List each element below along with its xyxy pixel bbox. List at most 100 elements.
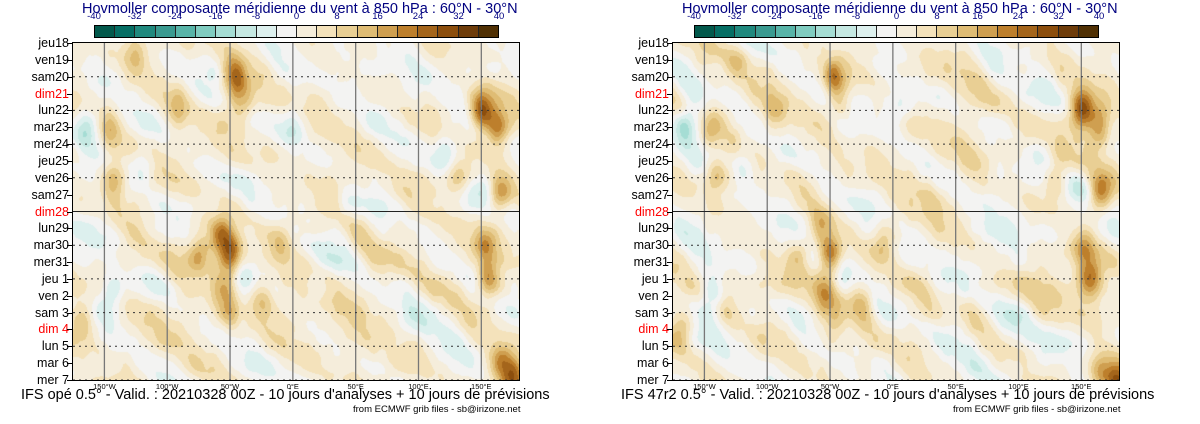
y-tick-mark [667, 144, 672, 146]
y-tick-mark [67, 76, 72, 78]
y-tick-label: mar23 [33, 120, 69, 135]
y-tick-mark [667, 329, 672, 331]
y-tick-label: mar30 [33, 238, 69, 253]
colorbar-swatch [695, 26, 716, 37]
y-tick-mark [667, 262, 672, 264]
hovmoller-plot [672, 42, 1120, 381]
x-tick-label: 0°E [286, 382, 299, 391]
y-tick-label: dim21 [34, 86, 69, 101]
colorbar-tick-label: 32 [1053, 11, 1064, 22]
y-tick-mark [667, 211, 672, 213]
colorbar-tick-label: -32 [727, 11, 742, 22]
colorbar-swatch [856, 26, 877, 37]
y-tick-mark [67, 228, 72, 230]
y-tick-label: ven 2 [38, 288, 69, 303]
colorbar-tick-labels: -40 -32 -24 -16 -8 0 8 16 24 32 40 [600, 11, 1200, 23]
y-tick-label: jeu25 [38, 153, 69, 168]
colorbar-tick-label: 16 [372, 11, 383, 22]
y-tick-label: jeu18 [38, 36, 69, 50]
colorbar-swatch [937, 26, 958, 37]
colorbar-tick-label: 40 [1093, 11, 1105, 22]
colorbar-swatch [377, 26, 399, 37]
y-tick-mark [67, 329, 72, 331]
y-tick-label: mar30 [633, 238, 669, 253]
x-tick-label: 100°W [755, 382, 779, 391]
y-tick-label: sam20 [31, 69, 69, 84]
colorbar-swatch [977, 26, 999, 37]
y-tick-label: lun22 [38, 103, 69, 118]
colorbar-tick-label: 40 [493, 11, 505, 22]
colorbar-swatch [276, 26, 298, 37]
colorbar-swatch [95, 26, 116, 37]
y-tick-label: ven19 [34, 52, 69, 67]
colorbar-swatch [755, 26, 776, 37]
y-tick-mark [67, 262, 72, 264]
y-tick-mark [67, 211, 72, 213]
y-tick-mark [67, 43, 72, 44]
x-tick-label: 50°W [820, 382, 840, 391]
colorbar-swatch [256, 26, 277, 37]
y-tick-label: lun29 [638, 221, 669, 236]
colorbar-tick-labels: -40 -32 -24 -16 -8 0 8 16 24 32 40 [0, 11, 600, 23]
y-tick-label: sam27 [631, 187, 669, 202]
colorbar-swatch [478, 26, 499, 37]
colorbar [694, 25, 1099, 38]
y-tick-mark [667, 43, 672, 44]
colorbar-swatch [1038, 26, 1059, 37]
y-tick-mark [67, 312, 72, 314]
y-tick-mark [67, 144, 72, 146]
y-tick-mark [67, 295, 72, 297]
colorbar-swatch [317, 26, 338, 37]
y-tick-mark [67, 245, 72, 247]
y-tick-label: ven19 [634, 52, 669, 67]
colorbar-tick-label: -8 [851, 11, 861, 22]
grid-overlay [73, 43, 519, 380]
colorbar [94, 25, 499, 38]
x-tick-label: 150°W [93, 382, 116, 391]
colorbar-tick-label: -8 [251, 11, 261, 22]
y-tick-mark [667, 93, 672, 95]
x-tick-label: 50°E [347, 382, 364, 391]
colorbar-tick-label: 32 [453, 11, 464, 22]
colorbar-swatch [155, 26, 176, 37]
chart-title-text: Hovmoller composante méridienne du vent … [682, 1, 1118, 17]
y-tick-mark [667, 228, 672, 230]
y-tick-mark [667, 363, 672, 365]
y-tick-label: mar23 [633, 120, 669, 135]
y-tick-label: dim28 [634, 204, 669, 219]
y-tick-label: mer31 [33, 255, 69, 270]
colorbar-swatch [1058, 26, 1079, 37]
y-tick-label: jeu25 [638, 153, 669, 168]
colorbar-tick-label: 8 [934, 11, 940, 22]
y-tick-label: mer 7 [37, 373, 69, 387]
colorbar-swatch [897, 26, 918, 37]
y-tick-mark [67, 380, 72, 381]
colorbar-tick-label: -24 [168, 11, 182, 22]
colorbar-tick-label: 0 [293, 11, 300, 22]
y-tick-mark [67, 194, 72, 196]
y-tick-mark [667, 346, 672, 348]
colorbar-tick-label: -16 [808, 11, 823, 22]
colorbar-swatch [216, 26, 237, 37]
x-tick-label: 150°E [471, 382, 492, 391]
colorbar-swatch [398, 26, 419, 37]
y-tick-mark [667, 127, 672, 129]
y-tick-label: jeu18 [638, 36, 669, 50]
colorbar-tick-label: 24 [412, 11, 424, 22]
colorbar-swatch [1018, 26, 1039, 37]
y-tick-label: dim 4 [638, 322, 669, 337]
colorbar-tick-label: -32 [127, 11, 142, 22]
colorbar-swatch [775, 26, 797, 37]
y-tick-label: sam 3 [34, 305, 69, 320]
y-tick-label: lun 5 [641, 339, 669, 354]
x-tick-label: 50°W [220, 382, 240, 391]
colorbar-tick-label: -16 [208, 11, 223, 22]
colorbar-swatch [876, 26, 898, 37]
colorbar-swatch [715, 26, 736, 37]
y-tick-mark [67, 59, 72, 61]
chart-title-text: Hovmoller composante méridienne du vent … [82, 1, 518, 17]
x-tick-label: 100°E [408, 382, 429, 391]
colorbar-tick-label: -40 [687, 11, 701, 22]
y-tick-mark [667, 76, 672, 78]
y-tick-label: dim28 [34, 204, 69, 219]
